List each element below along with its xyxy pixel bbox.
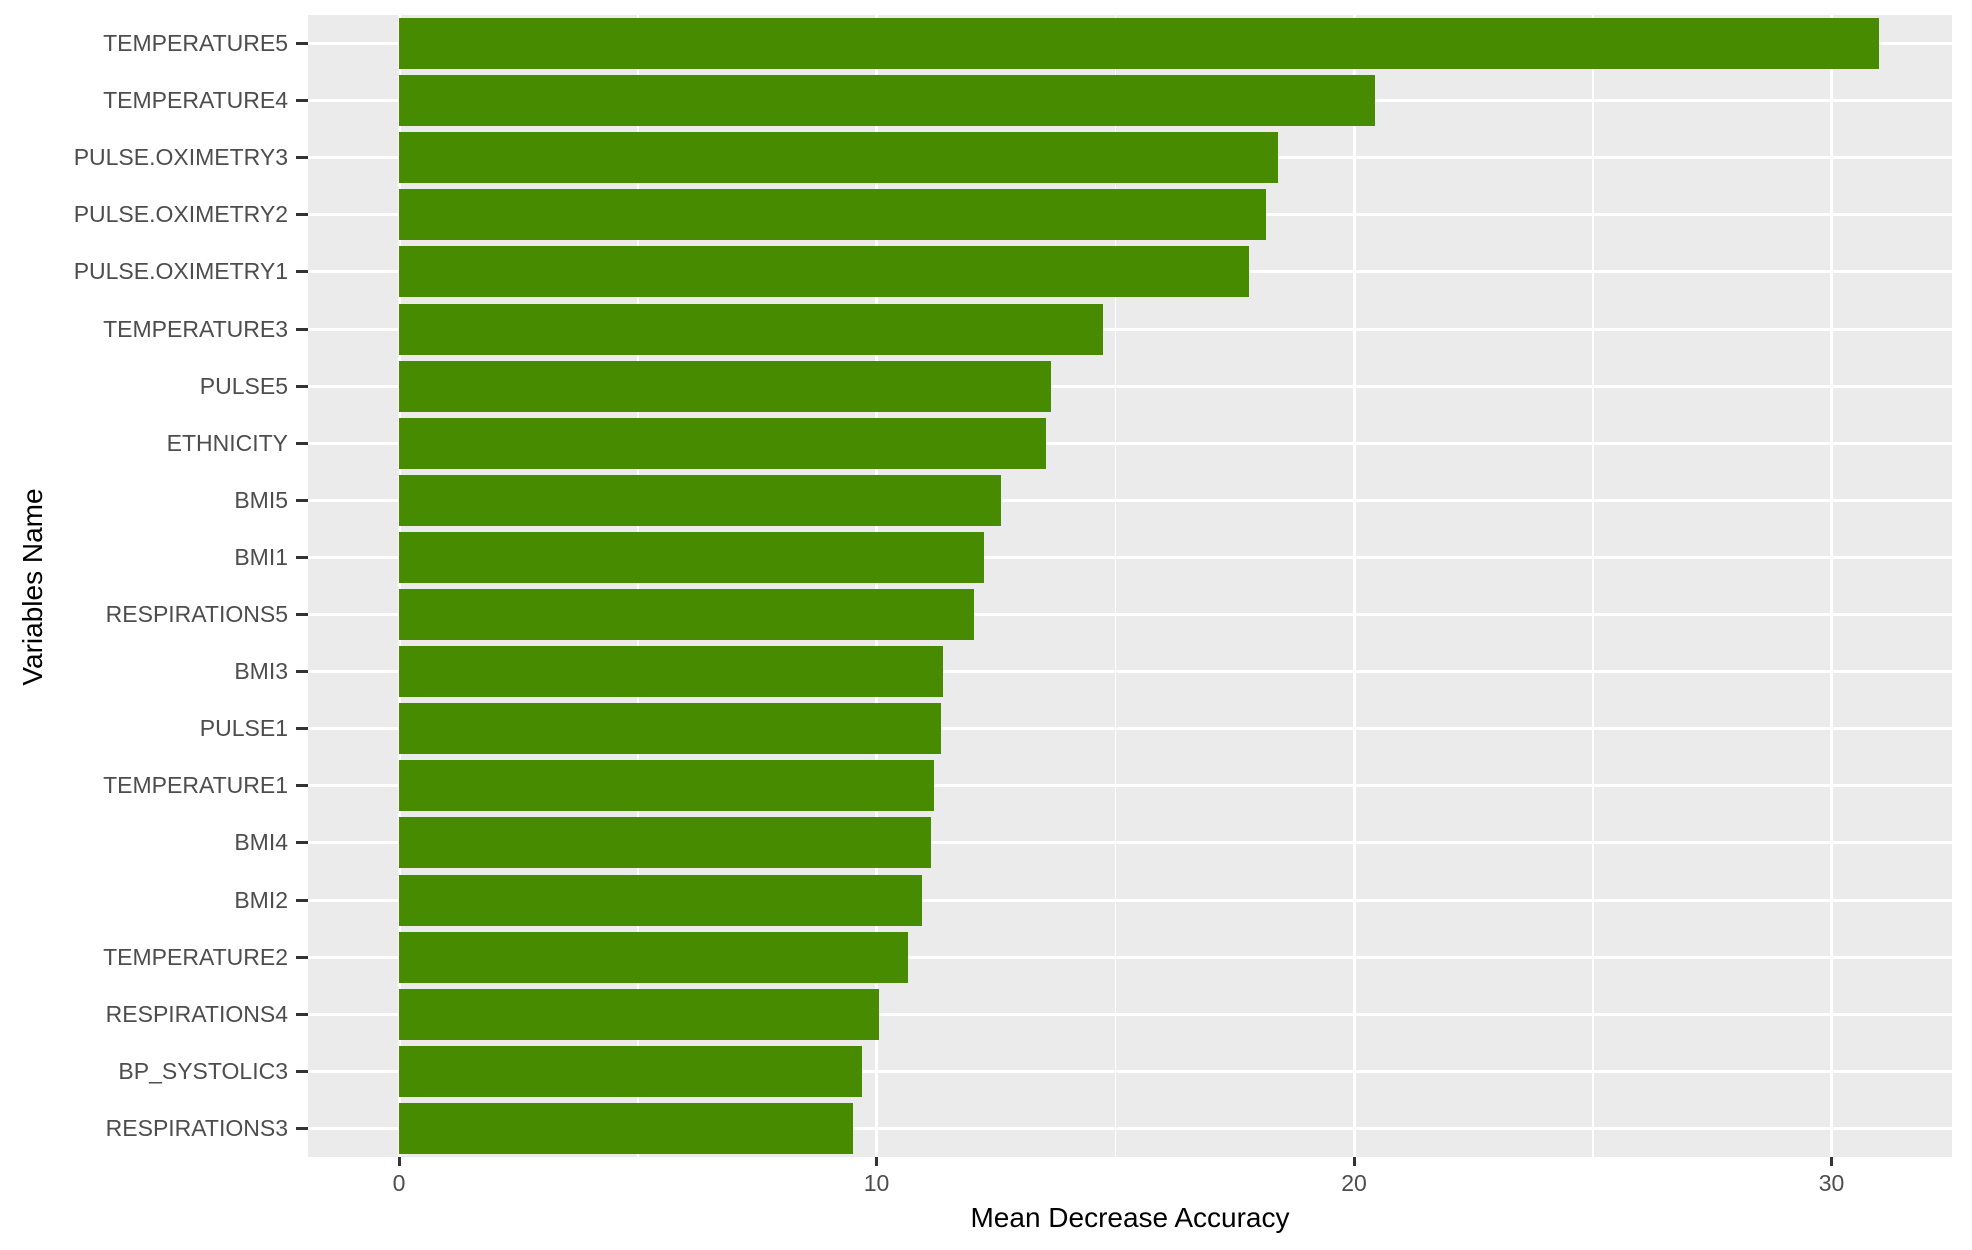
y-tick-mark bbox=[296, 498, 308, 502]
x-tick-label: 10 bbox=[863, 1170, 890, 1196]
x-major-gridline bbox=[1352, 15, 1356, 1157]
y-major-gridline bbox=[308, 384, 1952, 388]
bar-pulse.oximetry3 bbox=[399, 132, 1278, 184]
bar-temperature3 bbox=[399, 303, 1104, 355]
x-axis-title: Mean Decrease Accuracy bbox=[970, 1202, 1290, 1233]
y-tick-label: BP_SYSTOLIC3 bbox=[118, 1057, 288, 1084]
y-tick-mark bbox=[296, 441, 308, 445]
y-tick-label: ETHNICITY bbox=[166, 429, 288, 456]
y-tick-label: RESPIRATIONS4 bbox=[105, 1000, 288, 1027]
x-major-gridline bbox=[1830, 15, 1833, 1157]
bar-respirations4 bbox=[399, 988, 879, 1040]
y-major-gridline bbox=[308, 670, 1952, 674]
y-tick-label: TEMPERATURE1 bbox=[103, 772, 288, 799]
y-tick-label: TEMPERATURE2 bbox=[103, 943, 288, 970]
y-axis-title: Variables Name bbox=[17, 488, 48, 686]
y-tick-mark bbox=[296, 727, 308, 731]
y-major-gridline bbox=[308, 327, 1952, 331]
y-tick-mark bbox=[296, 784, 308, 788]
bar-bmi5 bbox=[399, 474, 1001, 526]
plot-panel bbox=[308, 15, 1952, 1157]
y-tick-label: RESPIRATIONS5 bbox=[105, 601, 288, 628]
y-tick-label: TEMPERATURE3 bbox=[103, 315, 288, 342]
x-tick-mark bbox=[397, 1157, 401, 1166]
y-major-gridline bbox=[308, 1069, 1952, 1073]
bar-pulse.oximetry1 bbox=[399, 246, 1249, 298]
bar-ethnicity bbox=[399, 417, 1046, 469]
y-tick-label: BMI1 bbox=[234, 543, 288, 570]
y-tick-mark bbox=[296, 1012, 308, 1016]
bar-respirations5 bbox=[399, 589, 975, 641]
bar-pulse.oximetry2 bbox=[399, 189, 1266, 241]
bar-temperature4 bbox=[399, 75, 1376, 127]
x-tick-mark bbox=[875, 1157, 878, 1166]
bar-bmi3 bbox=[399, 646, 944, 698]
y-tick-mark bbox=[296, 1069, 308, 1073]
y-major-gridline bbox=[308, 1012, 1952, 1016]
y-tick-mark bbox=[296, 384, 308, 388]
x-minor-gridline bbox=[1114, 15, 1116, 1157]
y-tick-mark bbox=[296, 555, 308, 559]
bar-temperature5 bbox=[399, 18, 1880, 70]
x-major-gridline bbox=[875, 15, 878, 1157]
y-major-gridline bbox=[308, 1126, 1952, 1130]
x-tick-label: 20 bbox=[1341, 1170, 1367, 1196]
y-tick-label: BMI4 bbox=[234, 829, 288, 856]
y-tick-label: PULSE.OXIMETRY1 bbox=[73, 258, 288, 285]
y-major-gridline bbox=[308, 498, 1952, 502]
y-major-gridline bbox=[308, 441, 1952, 445]
y-major-gridline bbox=[308, 727, 1952, 731]
y-major-gridline bbox=[308, 898, 1952, 902]
bar-respirations3 bbox=[399, 1102, 853, 1154]
y-tick-label: RESPIRATIONS3 bbox=[105, 1114, 288, 1141]
y-major-gridline bbox=[308, 784, 1952, 788]
y-major-gridline bbox=[308, 841, 1952, 845]
y-tick-label: BMI5 bbox=[234, 486, 288, 513]
y-tick-label: BMI3 bbox=[234, 658, 288, 685]
y-tick-mark bbox=[296, 327, 308, 331]
bar-bmi4 bbox=[399, 817, 932, 869]
x-major-gridline bbox=[397, 15, 401, 1157]
y-major-gridline bbox=[308, 613, 1952, 617]
x-tick-label: 30 bbox=[1818, 1170, 1845, 1196]
y-tick-mark bbox=[296, 613, 308, 617]
y-tick-label: PULSE.OXIMETRY3 bbox=[73, 144, 288, 171]
bar-temperature2 bbox=[399, 931, 908, 983]
y-tick-label: PULSE5 bbox=[199, 372, 288, 399]
bar-bmi1 bbox=[399, 531, 984, 583]
y-tick-mark bbox=[296, 841, 308, 845]
y-tick-mark bbox=[296, 670, 308, 674]
y-major-gridline bbox=[308, 555, 1952, 559]
x-tick-mark bbox=[1830, 1157, 1833, 1166]
y-tick-mark bbox=[296, 955, 308, 959]
bar-bp_systolic3 bbox=[399, 1045, 863, 1097]
y-tick-mark bbox=[296, 213, 308, 217]
y-tick-mark bbox=[296, 270, 308, 274]
y-tick-label: PULSE1 bbox=[199, 715, 288, 742]
y-tick-mark bbox=[296, 898, 308, 902]
y-tick-mark bbox=[296, 156, 308, 160]
y-tick-mark bbox=[296, 99, 308, 103]
y-tick-label: TEMPERATURE4 bbox=[103, 87, 288, 114]
y-tick-label: BMI2 bbox=[234, 886, 288, 913]
y-major-gridline bbox=[308, 955, 1952, 959]
x-tick-mark bbox=[1352, 1157, 1356, 1166]
bar-temperature1 bbox=[399, 760, 934, 812]
bar-pulse5 bbox=[399, 360, 1051, 412]
bar-pulse1 bbox=[399, 703, 941, 755]
y-tick-label: TEMPERATURE5 bbox=[103, 30, 288, 57]
x-minor-gridline bbox=[637, 15, 639, 1157]
x-minor-gridline bbox=[1592, 15, 1594, 1157]
y-tick-mark bbox=[296, 1126, 308, 1130]
y-tick-label: PULSE.OXIMETRY2 bbox=[73, 201, 288, 228]
x-tick-label: 0 bbox=[392, 1170, 406, 1196]
y-tick-mark bbox=[296, 42, 308, 46]
bar-bmi2 bbox=[399, 874, 922, 926]
